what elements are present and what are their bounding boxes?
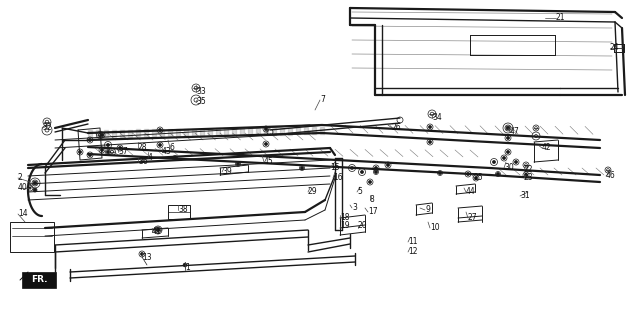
- Circle shape: [360, 170, 364, 174]
- Circle shape: [515, 160, 518, 164]
- Text: 35: 35: [196, 98, 205, 106]
- Text: 24: 24: [610, 44, 620, 53]
- Text: 23: 23: [524, 174, 534, 183]
- Text: 37: 37: [118, 147, 128, 156]
- Text: 25: 25: [474, 174, 484, 183]
- Text: 30: 30: [504, 164, 514, 173]
- Text: 42: 42: [542, 143, 552, 152]
- Text: 22: 22: [524, 165, 534, 174]
- Text: 4: 4: [148, 154, 153, 163]
- Text: 17: 17: [368, 207, 378, 216]
- Text: 26: 26: [392, 123, 402, 132]
- Circle shape: [497, 173, 499, 175]
- Circle shape: [264, 142, 268, 146]
- Text: 32: 32: [42, 123, 52, 132]
- Circle shape: [118, 146, 122, 150]
- Circle shape: [374, 170, 378, 174]
- Circle shape: [369, 180, 371, 183]
- Text: 34: 34: [432, 114, 442, 123]
- Text: 31: 31: [520, 192, 530, 201]
- Circle shape: [387, 164, 390, 166]
- Text: 9: 9: [425, 206, 430, 215]
- Text: 28: 28: [138, 143, 147, 152]
- Text: 18: 18: [340, 213, 349, 222]
- Circle shape: [79, 151, 81, 154]
- Circle shape: [429, 141, 431, 143]
- Text: 33: 33: [196, 87, 205, 96]
- Text: 47: 47: [510, 128, 520, 137]
- Circle shape: [157, 229, 159, 231]
- Text: 10: 10: [430, 224, 440, 233]
- Text: 14: 14: [18, 210, 28, 219]
- Circle shape: [506, 151, 509, 154]
- Text: 6: 6: [170, 143, 175, 152]
- Circle shape: [106, 151, 109, 154]
- Circle shape: [141, 253, 143, 256]
- Text: 16: 16: [333, 174, 342, 183]
- Circle shape: [506, 137, 509, 140]
- Circle shape: [183, 263, 187, 267]
- Bar: [22, 272, 56, 288]
- Text: 20: 20: [358, 221, 367, 230]
- Text: 2: 2: [18, 174, 23, 183]
- Bar: [168, 205, 190, 219]
- Text: 1: 1: [185, 263, 189, 272]
- Circle shape: [493, 160, 495, 164]
- Text: 43: 43: [162, 147, 172, 156]
- Text: 39: 39: [222, 168, 232, 177]
- Text: 5: 5: [357, 188, 362, 197]
- Circle shape: [88, 154, 92, 156]
- Text: 41: 41: [152, 228, 162, 236]
- Circle shape: [525, 174, 527, 177]
- Circle shape: [237, 163, 239, 165]
- Text: 29: 29: [308, 188, 317, 197]
- Text: 8: 8: [370, 196, 375, 205]
- Circle shape: [159, 128, 161, 132]
- Circle shape: [467, 173, 470, 175]
- Circle shape: [33, 188, 36, 192]
- Circle shape: [429, 126, 431, 128]
- Circle shape: [506, 127, 509, 129]
- Text: 44: 44: [466, 188, 476, 197]
- Circle shape: [438, 171, 442, 174]
- Text: 45: 45: [264, 157, 274, 166]
- Circle shape: [29, 187, 31, 189]
- Circle shape: [474, 177, 477, 179]
- Text: 3: 3: [352, 203, 357, 212]
- Text: 12: 12: [408, 248, 417, 257]
- Bar: [10, 222, 54, 252]
- Text: 21: 21: [556, 13, 566, 22]
- Circle shape: [33, 182, 36, 184]
- Circle shape: [159, 143, 161, 146]
- Text: 38: 38: [178, 206, 188, 215]
- Text: 13: 13: [142, 253, 152, 262]
- Circle shape: [502, 156, 506, 160]
- Text: FR.: FR.: [31, 276, 47, 285]
- Text: 36: 36: [138, 157, 148, 166]
- Circle shape: [100, 148, 104, 151]
- Circle shape: [173, 156, 177, 160]
- Circle shape: [374, 166, 378, 169]
- Text: 40: 40: [18, 183, 28, 193]
- Text: 27: 27: [468, 213, 477, 222]
- Text: 19: 19: [340, 221, 349, 230]
- Circle shape: [100, 133, 104, 137]
- Circle shape: [106, 143, 109, 146]
- Text: 7: 7: [320, 95, 325, 104]
- Circle shape: [88, 138, 92, 142]
- Circle shape: [301, 166, 303, 169]
- Text: 46: 46: [606, 171, 616, 180]
- Text: 11: 11: [408, 238, 417, 247]
- Circle shape: [264, 128, 268, 131]
- Text: 15: 15: [330, 164, 340, 173]
